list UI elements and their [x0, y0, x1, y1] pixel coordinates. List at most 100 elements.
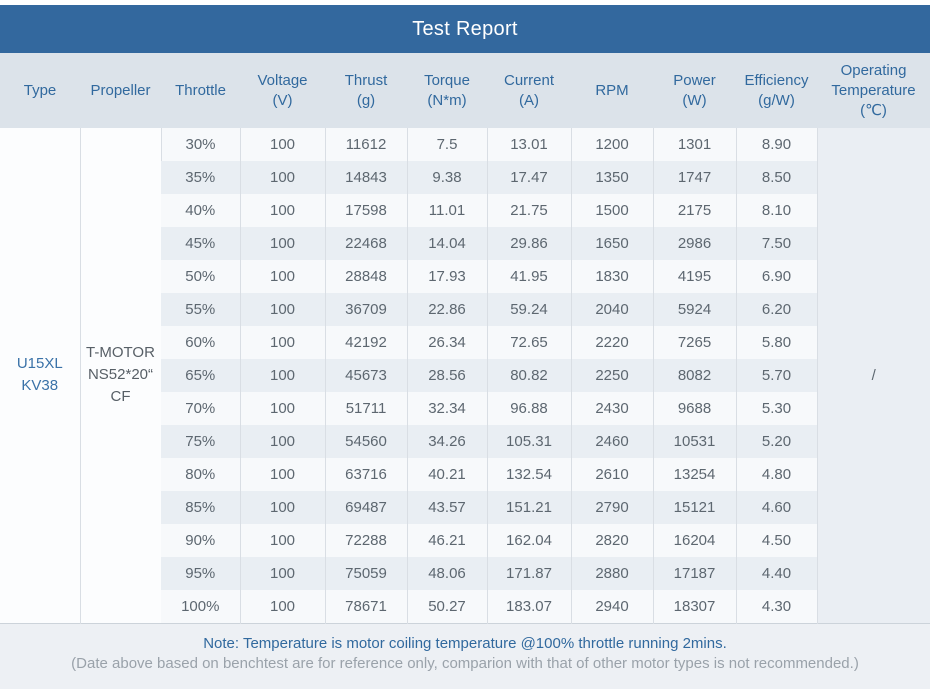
cell-throttle: 55%	[185, 301, 216, 318]
cell-efficiency: 5.30	[735, 392, 817, 425]
column-header-voltage: Voltage (V)	[257, 71, 308, 109]
cell-voltage: 100	[239, 326, 325, 359]
cell-rpm: 1350	[570, 161, 653, 194]
cell-throttle: 65%	[185, 367, 216, 384]
cell-efficiency: 7.50	[735, 227, 817, 260]
cell-voltage: 100	[239, 293, 325, 326]
cell-voltage: 100	[239, 227, 325, 260]
cell-power: 1747	[652, 161, 736, 194]
table-row: 85% 100 69487 43.57 151.21 2790 15121 4.60	[0, 491, 930, 524]
cell-power: 10531	[652, 425, 736, 458]
column-header-operating_temperature: Operating Temperature (℃)	[831, 61, 916, 119]
cell-current: 171.87	[486, 557, 571, 590]
cell-torque: 11.01	[406, 194, 487, 227]
cell-torque: 46.21	[406, 524, 487, 557]
cell-thrust: 72288	[324, 524, 407, 557]
table-row: 45% 100 22468 14.04 29.86 1650 2986 7.50	[0, 227, 930, 260]
cell-thrust: 36709	[324, 293, 407, 326]
footer-notes: Note: Temperature is motor coiling tempe…	[0, 623, 930, 689]
cell-efficiency: 8.10	[735, 194, 817, 227]
column-header-throttle: Throttle	[175, 81, 226, 99]
cell-thrust: 11612	[324, 128, 407, 161]
column-header-torque: Torque (N*m)	[424, 71, 470, 109]
cell-throttle: 100%	[181, 597, 220, 615]
cell-rpm: 2610	[570, 458, 653, 491]
table-body: U15XL KV38 T-MOTOR NS52*20“ CF 30% 100 11612…	[0, 128, 930, 623]
note-secondary: (Date above based on benchtest are for r…	[71, 654, 859, 672]
cell-efficiency: 5.70	[735, 359, 817, 392]
cell-current: 183.07	[486, 590, 571, 623]
cell-power: 16204	[652, 524, 736, 557]
test-report-table: Type Propeller Throttle Voltage (V) Thrust (…	[0, 53, 930, 624]
cell-thrust: 45673	[324, 359, 407, 392]
cell-propeller: T-MOTOR NS52*20“ CF	[79, 128, 161, 623]
cell-thrust: 78671	[324, 590, 407, 623]
cell-torque: 48.06	[406, 557, 487, 590]
cell-throttle: 70%	[185, 400, 216, 417]
column-header-efficiency: Efficiency (g/W)	[744, 71, 809, 109]
cell-efficiency: 4.80	[735, 458, 817, 491]
cell-thrust: 28848	[324, 260, 407, 293]
cell-voltage: 100	[239, 590, 325, 623]
cell-rpm: 2430	[570, 392, 653, 425]
cell-thrust: 42192	[324, 326, 407, 359]
cell-rpm: 2220	[570, 326, 653, 359]
cell-efficiency: 5.80	[735, 326, 817, 359]
cell-power: 2175	[652, 194, 736, 227]
cell-current: 59.24	[486, 293, 571, 326]
table-row: U15XL KV38 T-MOTOR NS52*20“ CF 30% 100 11612…	[0, 128, 930, 623]
cell-current: 80.82	[486, 359, 571, 392]
cell-efficiency: 5.20	[735, 425, 817, 458]
note-primary: Note: Temperature is motor coiling tempe…	[203, 634, 727, 652]
cell-torque: 40.21	[406, 458, 487, 491]
column-header-current: Current (A)	[503, 71, 555, 109]
cell-voltage: 100	[239, 392, 325, 425]
title-banner: Test Report	[0, 5, 930, 53]
cell-efficiency: 4.60	[735, 491, 817, 524]
table-header: Type Propeller Throttle Voltage (V) Thrust (…	[0, 53, 930, 128]
cell-rpm: 2820	[570, 524, 653, 557]
cell-rpm: 2790	[570, 491, 653, 524]
cell-throttle: 45%	[185, 235, 216, 252]
cell-torque: 17.93	[406, 260, 487, 293]
cell-torque: 32.34	[406, 392, 487, 425]
cell-voltage: 100	[239, 491, 325, 524]
cell-current: 17.47	[486, 161, 571, 194]
cell-current: 21.75	[486, 194, 571, 227]
cell-rpm: 2940	[570, 590, 653, 623]
cell-efficiency: 8.90	[735, 128, 817, 161]
cell-type: U15XL KV38	[0, 128, 80, 623]
header-row: Type Propeller Throttle Voltage (V) Thrust (…	[0, 53, 930, 128]
cell-throttle: 60%	[185, 334, 216, 351]
cell-voltage: 100	[239, 524, 325, 557]
cell-torque: 43.57	[406, 491, 487, 524]
cell-voltage: 100	[239, 194, 325, 227]
cell-rpm: 1500	[570, 194, 653, 227]
cell-throttle: 35%	[185, 169, 216, 186]
cell-efficiency: 8.50	[735, 161, 817, 194]
cell-power: 17187	[652, 557, 736, 590]
cell-torque: 34.26	[406, 425, 487, 458]
cell-torque: 7.5	[406, 128, 487, 161]
cell-efficiency: 4.50	[735, 524, 817, 557]
column-header-power: Power (W)	[673, 71, 716, 109]
cell-power: 4195	[652, 260, 736, 293]
cell-throttle: 90%	[185, 532, 216, 549]
cell-torque: 22.86	[406, 293, 487, 326]
cell-voltage: 100	[239, 161, 325, 194]
cell-torque: 9.38	[406, 161, 487, 194]
top-margin-strip	[0, 0, 930, 5]
cell-throttle: 95%	[185, 565, 216, 582]
cell-throttle: 85%	[185, 499, 216, 516]
cell-rpm: 1830	[570, 260, 653, 293]
cell-voltage: 100	[239, 359, 325, 392]
cell-power: 1301	[652, 128, 736, 161]
column-header-rpm: RPM	[595, 81, 629, 99]
cell-rpm: 2460	[570, 425, 653, 458]
cell-power: 15121	[652, 491, 736, 524]
cell-power: 8082	[652, 359, 736, 392]
cell-thrust: 54560	[324, 425, 407, 458]
cell-current: 151.21	[486, 491, 571, 524]
cell-thrust: 17598	[324, 194, 407, 227]
